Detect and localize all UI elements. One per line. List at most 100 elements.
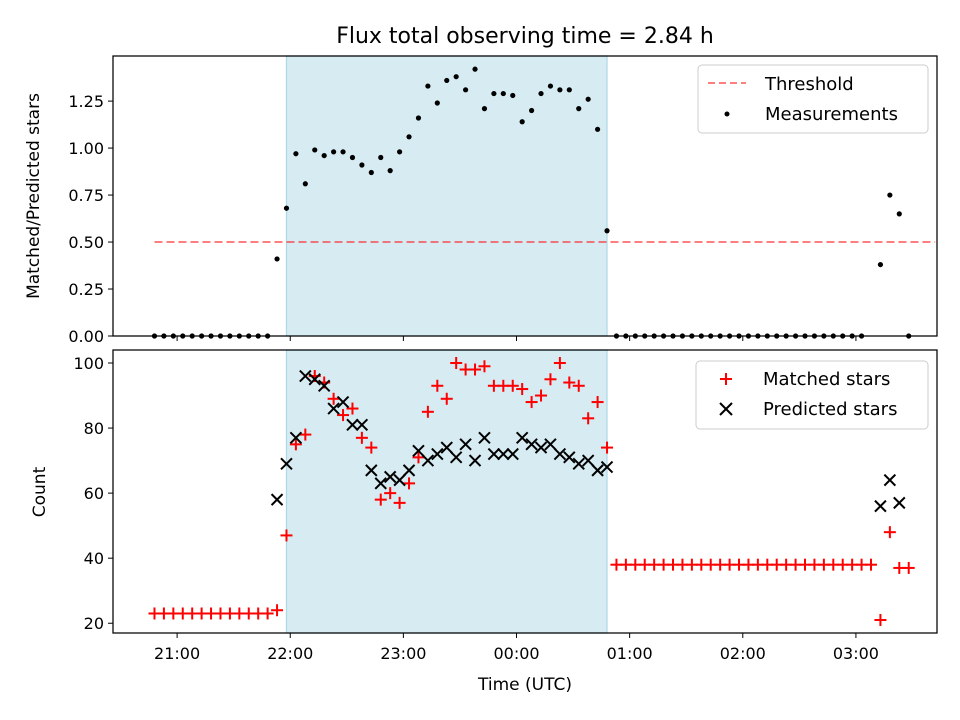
measurement-point: [453, 74, 459, 80]
matched-star-point: [393, 496, 406, 509]
predicted-star-b: [883, 473, 897, 487]
measurement-point: [302, 181, 308, 187]
measurement-point: [444, 77, 450, 84]
top-panel: 0.00 0.25 0.50 0.75 1.00 1.25 Matched/Predict…: [24, 55, 938, 346]
predicted-star-b: [600, 460, 614, 474]
matched-legend-label: Matched stars: [763, 369, 890, 390]
predicted-legend-label: Predicted stars: [763, 399, 897, 420]
measurements-legend-swatch: [724, 111, 730, 117]
measurement-point: [293, 151, 299, 157]
measurement-point: [510, 92, 516, 99]
y-tick-label: 1.25: [68, 92, 104, 111]
y-tick-label: 20: [84, 614, 104, 633]
predicted-star-b: [383, 470, 397, 484]
matched-star-point: [450, 357, 463, 370]
predicted-star-point: [874, 499, 887, 513]
predicted-star-b: [412, 444, 425, 458]
observing-window-band: [285, 349, 608, 634]
predicted-star-b: [374, 477, 387, 490]
predicted-star-b: [874, 499, 887, 513]
predicted-star-point: [355, 418, 369, 432]
matched-star-point: [374, 493, 387, 506]
predicted-star-b: [327, 402, 340, 415]
top-y-axis-label: Matched/Predicted stars: [24, 93, 44, 299]
predicted-star-point: [412, 444, 425, 458]
predicted-star-b: [563, 451, 576, 464]
bottom-plot-area: [148, 349, 915, 634]
measurement-point: [896, 211, 902, 217]
matched-star-point: [412, 451, 425, 464]
top-legend: Threshold Measurements: [697, 64, 929, 134]
measurement-point: [491, 90, 497, 97]
top-plot-area: [151, 55, 936, 339]
predicted-star-b: [497, 447, 510, 461]
predicted-star-point: [515, 431, 529, 445]
predicted-star-point: [534, 441, 548, 454]
predicted-star-b: [459, 438, 472, 451]
y-tick-label: 40: [84, 549, 104, 568]
measurement-point: [406, 134, 412, 140]
predicted-star-point: [600, 460, 614, 474]
predicted-star-b: [431, 447, 444, 461]
predicted-star-point: [317, 379, 331, 392]
x-tick-label: 23:00: [380, 644, 426, 663]
predicted-star-point: [308, 373, 321, 386]
matched-star-point: [289, 438, 302, 451]
predicted-star-point: [468, 454, 482, 467]
measurement-point: [434, 100, 440, 106]
predicted-star-b: [308, 373, 321, 386]
measurement-point: [472, 66, 478, 72]
x-tick-label: 00:00: [493, 644, 539, 663]
measurement-point: [538, 90, 544, 97]
matched-star-point: [516, 383, 529, 396]
matched-star-point: [280, 529, 293, 542]
measurement-point: [604, 228, 610, 234]
measurement-point: [566, 87, 572, 93]
predicted-star-b: [355, 418, 369, 432]
matched-star-point: [261, 607, 274, 620]
y-tick-label: 0.75: [68, 186, 104, 205]
predicted-star-b: [449, 451, 463, 464]
measurement-point: [312, 147, 318, 153]
matched-star-point: [478, 360, 491, 373]
predicted-star-point: [374, 477, 387, 490]
matched-star-point: [544, 373, 557, 386]
predicted-star-b: [299, 369, 312, 383]
predicted-star-point: [299, 369, 312, 383]
predicted-star-point: [544, 438, 557, 451]
measurement-point: [585, 96, 591, 102]
measurement-point: [557, 87, 563, 93]
predicted-star-point: [431, 447, 444, 461]
predicted-star-b: [280, 457, 293, 471]
matched-star-point: [591, 396, 604, 409]
y-tick-label: 0.50: [68, 233, 104, 252]
x-tick-label: 22:00: [267, 644, 313, 663]
measurement-point: [359, 162, 365, 168]
matched-star-point: [355, 431, 368, 444]
top-axes-frame: [112, 55, 938, 337]
predicted-star-b: [393, 473, 406, 487]
predicted-star-point: [402, 464, 416, 477]
measurement-point: [283, 205, 290, 211]
matched-star-point: [883, 526, 896, 539]
predicted-star-point: [591, 464, 604, 477]
matched-star-point: [563, 376, 576, 389]
measurement-point: [425, 83, 431, 89]
x-tick-label: 21:00: [154, 644, 200, 663]
predicted-star-point: [280, 457, 293, 471]
top-axis-ticks: 0.00 0.25 0.50 0.75 1.00 1.25: [68, 92, 857, 346]
predicted-star-b: [402, 464, 416, 477]
observing-window-band: [285, 55, 608, 337]
predicted-star-b: [553, 447, 567, 461]
y-tick-label: 1.00: [68, 139, 104, 158]
predicted-star-b: [440, 441, 453, 454]
matched-star-point: [506, 379, 519, 392]
y-tick-label: 100: [73, 354, 104, 373]
matched-star-point: [874, 613, 887, 626]
matched-star-point: [403, 477, 416, 490]
predicted-star-b: [572, 457, 585, 471]
predicted-star-b: [544, 438, 557, 451]
matched-star-point: [421, 405, 434, 418]
matched-star-point: [582, 412, 595, 425]
predicted-star-point: [563, 451, 576, 464]
